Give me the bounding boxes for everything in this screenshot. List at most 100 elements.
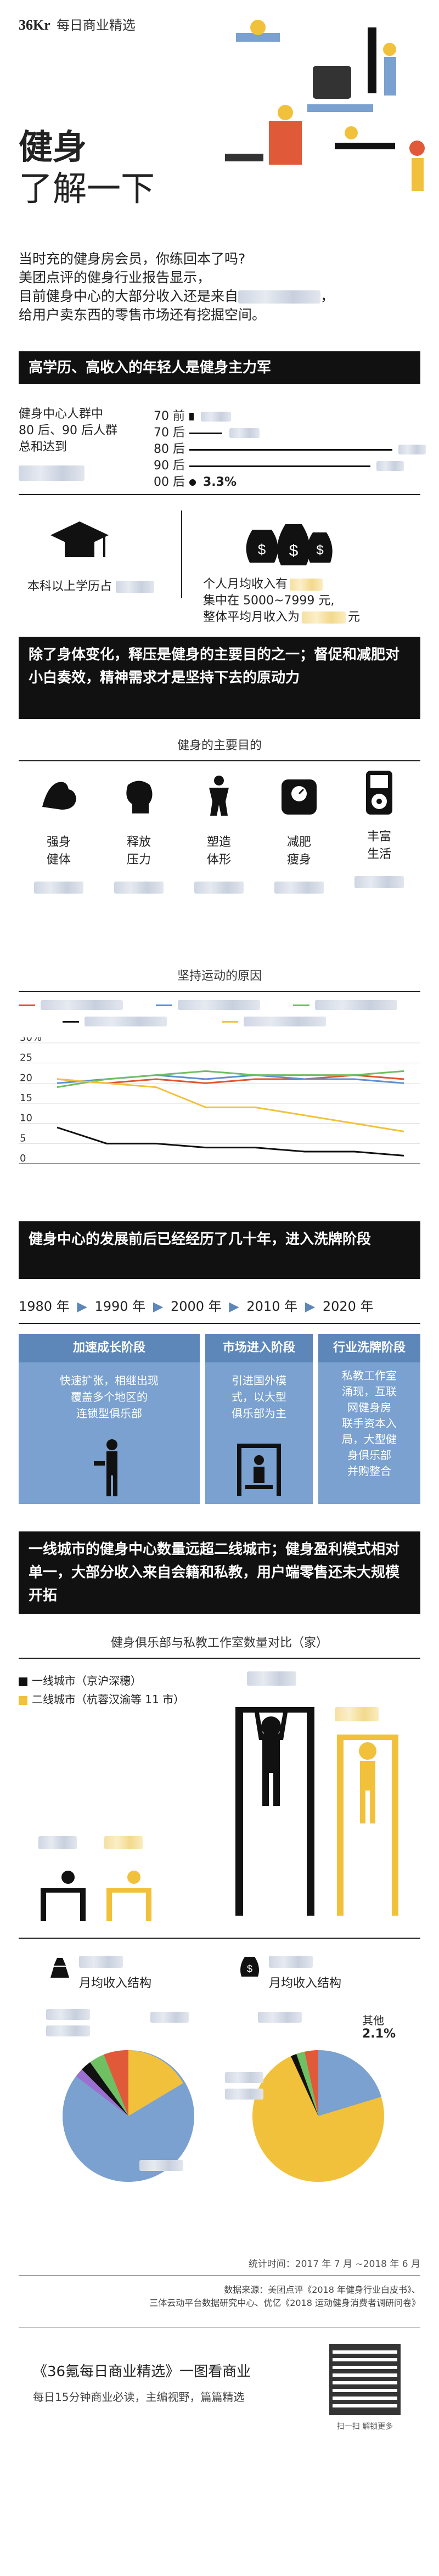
divider [19, 2275, 420, 2276]
source-line: 数据来源：美团点评《2018 年健身行业白皮书》、 [224, 2285, 420, 2295]
section-heading-2: 除了身体变化，释压是健身的主要目的之一；督促和减肥对小白奏效，精神需求才是坚持下… [19, 637, 420, 719]
compare-legend: 一线城市（京沪深穗） 二线城市（杭蓉汉渝等 11 市） [19, 1671, 184, 1709]
divider [19, 494, 420, 495]
purpose-label: 健体 [46, 853, 71, 867]
timeline-year: 1990 年 [94, 1299, 146, 1314]
age-value: 3.3% [203, 475, 237, 489]
persist-line-chart: 30% 25 20 15 10 5 0 [19, 1037, 420, 1164]
y-tick-label: 30% [20, 1037, 42, 1043]
hero-title-line1: 健身 [19, 127, 87, 167]
series-line [57, 1078, 404, 1132]
timeline: 1980 年 ▶ 1990 年 ▶ 2000 年 ▶ 2010 年 ▶ 2020… [19, 1295, 425, 1315]
svg-text:$: $ [289, 542, 299, 560]
graduation-cap-icon [50, 521, 109, 557]
left-income-pie [63, 2050, 194, 2182]
y-tick-label: 5 [20, 1132, 26, 1144]
club-compare-illustration [41, 1707, 398, 1921]
left-pie-title: 月均收入结构 [79, 1977, 152, 1990]
purpose-label: 释放 [126, 835, 151, 849]
stage-body-line: 俱乐部为主 [232, 1407, 286, 1420]
series-line [57, 1126, 404, 1157]
divider [19, 760, 420, 761]
timeline-year: 2010 年 [246, 1299, 298, 1314]
stage-body-line: 快速扩张，相继出现 [60, 1374, 159, 1387]
purpose-item: 塑造 体形 [179, 768, 259, 896]
stage-card: 行业洗牌阶段 私教工作室 涌现，互联 网健身房 联手资本入 局，大型健 身俱乐部… [318, 1334, 420, 1504]
stage-body-line: 覆盖多个地区的 [71, 1390, 148, 1404]
purpose-item: 强身 健体 [19, 768, 99, 896]
purpose-label: 丰富 [367, 830, 391, 844]
y-tick-label: 0 [20, 1153, 26, 1164]
age-summary-line: 健身中心人群中 [19, 407, 104, 421]
divider [19, 991, 420, 992]
age-summary-line: 总和达到 [19, 440, 67, 454]
stat-period: 统计时间：2017 年 7 月 ~2018 年 6 月 [248, 2259, 420, 2270]
legend-label: 一线城市（京沪深穗） [32, 1674, 142, 1687]
gym-illustration [225, 20, 425, 191]
club-count-2 [335, 1707, 379, 1721]
age-row: 80 后 [154, 439, 428, 456]
divider-vertical [181, 510, 182, 598]
promo-subtitle: 每日15分钟商业必读，主编视野，篇篇精选 [33, 2390, 245, 2404]
timeline-year: 1980 年 [19, 1299, 70, 1314]
section-heading-3: 健身中心的发展前后已经经历了几十年，进入洗牌阶段 [19, 1221, 420, 1279]
timeline-arrow-icon: ▶ [77, 1299, 87, 1314]
boxing-glove-icon [126, 781, 153, 813]
income-stat: 个人月均收入有 集中在 5000~7999 元, 整体平均月收入为 元 [203, 576, 360, 626]
purpose-item: 减肥 瘦身 [259, 768, 339, 896]
stage-body-line: 网健身房 [347, 1401, 391, 1414]
education-stat: 本科以上学历占 [27, 576, 155, 594]
legend-swatch [19, 1696, 27, 1705]
qr-code[interactable] [329, 2344, 401, 2415]
promo-title: 《36氪每日商业精选》一图看商业 [33, 2364, 251, 2380]
gold-bar-icon [50, 1958, 69, 1978]
purpose-label: 生活 [367, 848, 391, 861]
purpose-label: 强身 [46, 835, 71, 849]
intro-line: 目前健身中心的大部分收入还是来自 [19, 288, 239, 304]
section-heading-1: 高学历、高收入的年轻人是健身主力军 [19, 351, 420, 384]
y-tick-label: 15 [20, 1092, 32, 1104]
stage-title: 加速成长阶段 [19, 1334, 200, 1362]
stage-title: 市场进入阶段 [205, 1334, 313, 1362]
divider [19, 1658, 420, 1659]
left-pie-block: 月均收入结构 [19, 1951, 216, 2226]
intro-text: 当时充的健身房会员，你练回本了吗? 美团点评的健身行业报告显示， 目前健身中心的… [19, 250, 425, 324]
right-pie-title: 月均收入结构 [269, 1977, 342, 1990]
purpose-item: 释放 压力 [99, 768, 179, 896]
purpose-item: 丰富 生活 [339, 768, 419, 890]
age-label: 90 后 [154, 459, 185, 473]
intro-line: 美团点评的健身行业报告显示， [19, 270, 211, 285]
svg-text:$: $ [247, 1963, 252, 1974]
right-income-pie [252, 2050, 384, 2182]
money-bags-icon: $ $ $ [246, 524, 333, 565]
right-pie-other-label: 其他 [362, 2014, 384, 2027]
stage-body-line: 局，大型健 [342, 1433, 397, 1446]
age-label: 70 后 [154, 426, 185, 440]
timeline-arrow-icon: ▶ [229, 1299, 239, 1314]
stage-body-line: 联手资本入 [342, 1417, 397, 1430]
hero-title: 健身 了解一下 [19, 126, 155, 210]
brand-tagline: 每日商业精选 [56, 18, 136, 33]
divider [19, 2327, 420, 2328]
stage-body-line: 身俱乐部 [347, 1449, 391, 1462]
stage-body-line: 引进国外模 [232, 1374, 286, 1387]
age-chart: 70 前 70 后 80 后 90 后 00 后 3.3% [154, 406, 428, 489]
timeline-arrow-icon: ▶ [153, 1299, 164, 1314]
right-pie-block: $ 月均收入结构 其他 2.1% [225, 1951, 420, 2226]
compare-title: 健身俱乐部与私教工作室数量对比（家） [110, 1636, 328, 1650]
divider [19, 1938, 420, 1939]
age-row: 90 后 [154, 456, 428, 473]
purpose-label: 瘦身 [286, 853, 311, 867]
brand-header: 36Kr 每日商业精选 [19, 14, 136, 36]
education-text: 本科以上学历占 [27, 580, 112, 593]
age-label: 70 前 [154, 409, 185, 423]
age-label: 80 后 [154, 442, 185, 456]
income-line: 集中在 5000~7999 元, [203, 594, 335, 608]
age-label: 00 后 [154, 475, 185, 489]
income-line: 整体平均月收入为 [203, 610, 300, 624]
age-summary: 健身中心人群中 80 后、90 后人群 总和达到 [19, 406, 117, 486]
studio-count-2 [104, 1836, 143, 1849]
qr-caption: 扫一扫 解锁更多 [336, 2422, 393, 2431]
source-text: 数据来源：美团点评《2018 年健身行业白皮书》、 三体云动平台数据研究中心、优… [19, 2283, 420, 2310]
age-row: 70 前 [154, 406, 428, 423]
